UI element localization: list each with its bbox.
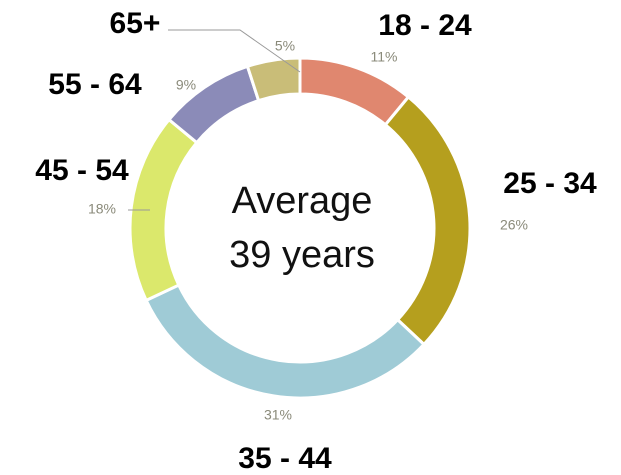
value-label: 26% [500, 217, 528, 233]
category-label: 65+ [110, 7, 161, 40]
category-label: 45 - 54 [35, 154, 129, 187]
category-label: 18 - 24 [378, 9, 472, 42]
value-label: 11% [371, 49, 398, 65]
center-text: 39 years [229, 234, 375, 276]
center-text: Average [232, 180, 373, 222]
value-label: 18% [88, 201, 116, 217]
leader-line [168, 29, 301, 73]
donut-slice [245, 56, 302, 103]
value-label: 9% [176, 77, 196, 93]
category-label: 25 - 34 [503, 167, 597, 200]
category-label: 35 - 44 [238, 442, 332, 475]
value-label: 5% [275, 38, 295, 54]
value-label: 31% [264, 407, 292, 423]
category-label: 55 - 64 [48, 68, 142, 101]
donut-slice [144, 283, 427, 400]
donut-slice [383, 94, 472, 347]
